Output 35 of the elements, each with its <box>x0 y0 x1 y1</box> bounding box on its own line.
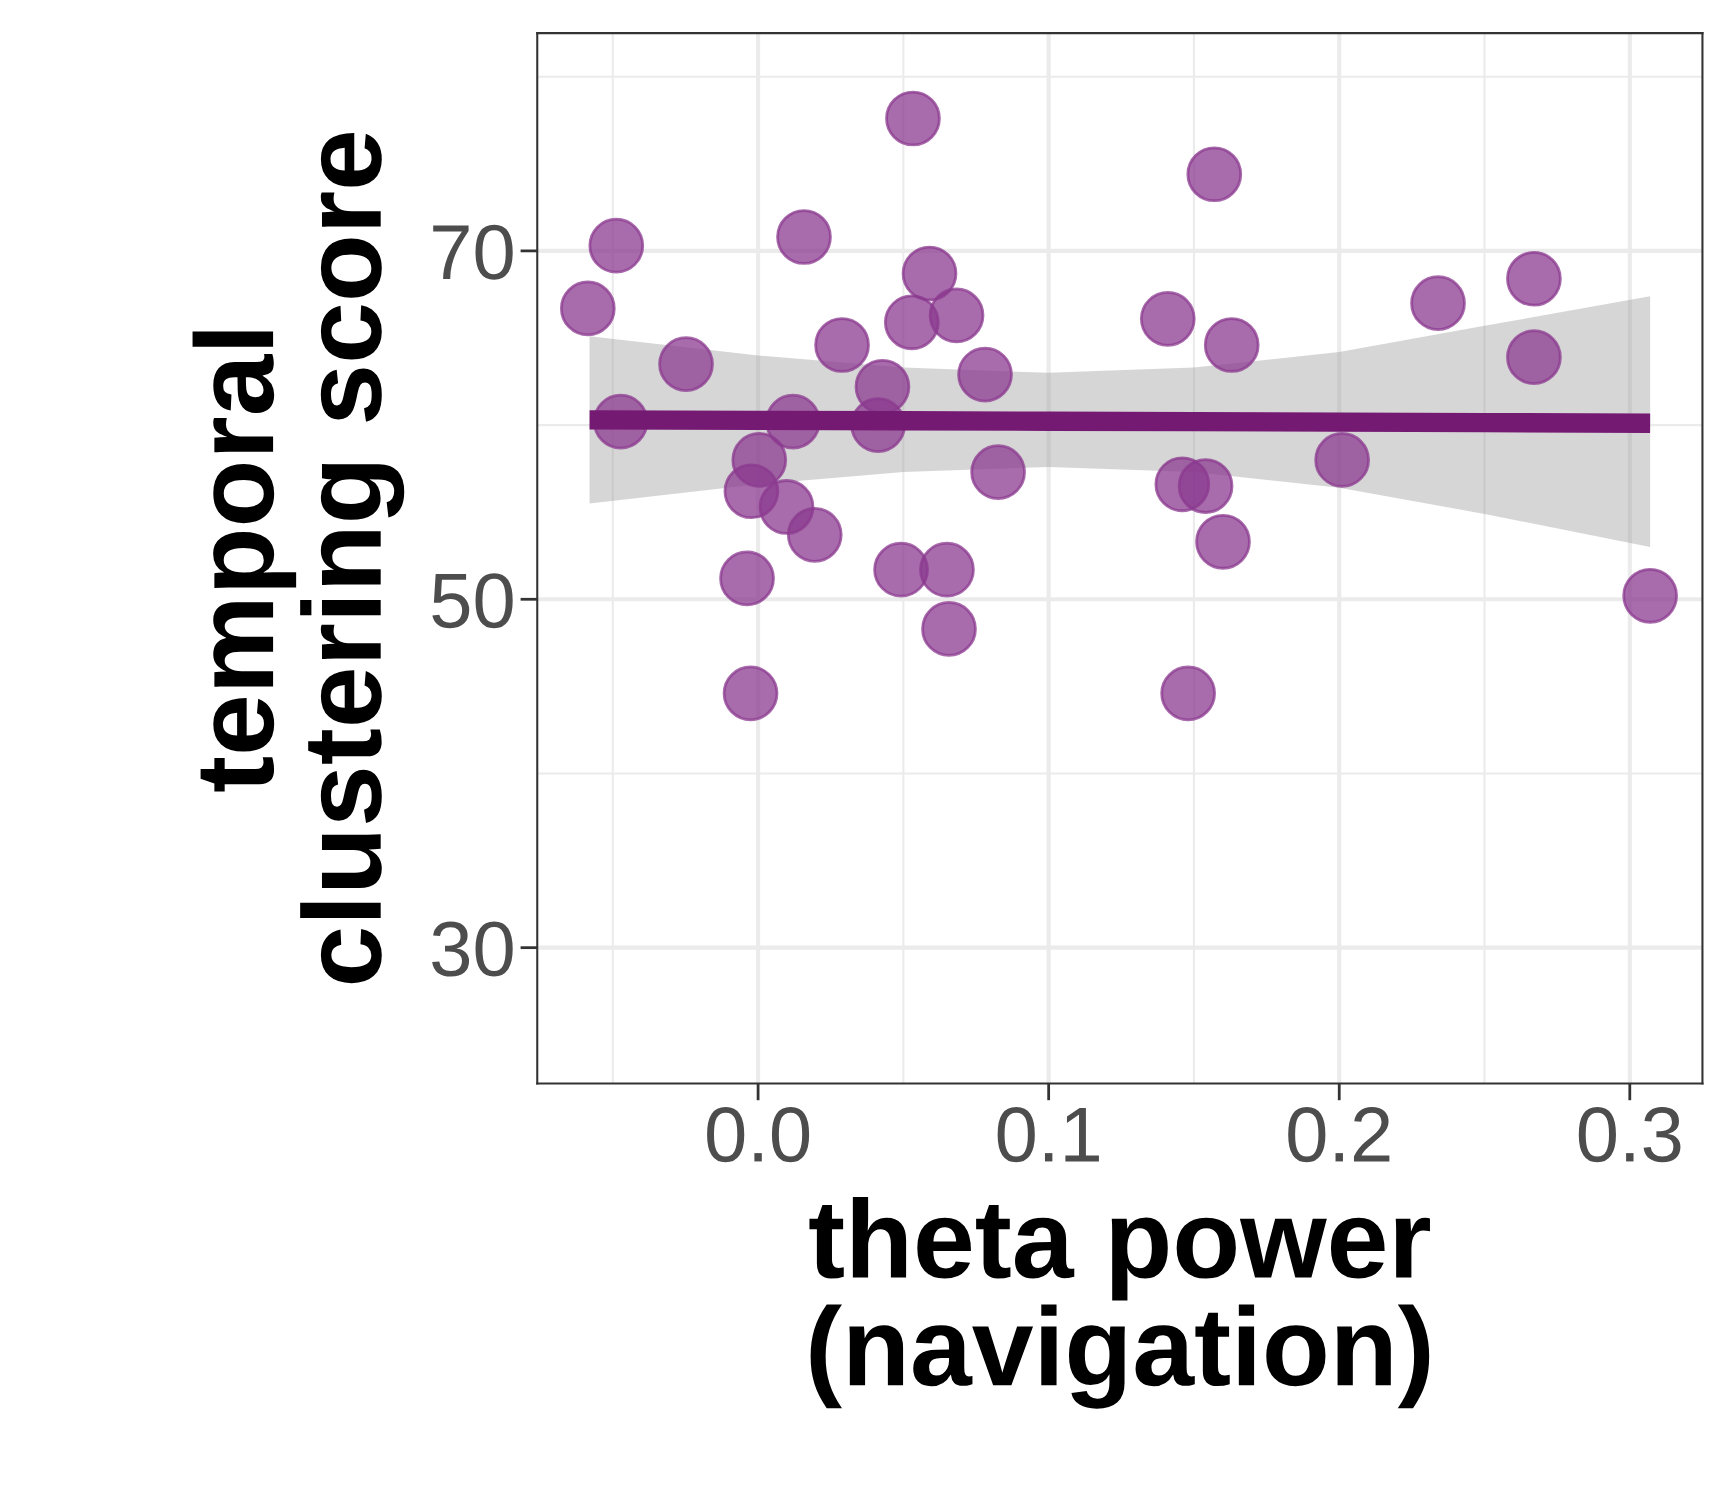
point <box>559 280 616 337</box>
x-tick-label: 0.2 <box>1288 1107 1390 1163</box>
point <box>1203 317 1260 373</box>
point <box>1186 146 1243 203</box>
point <box>786 506 843 563</box>
point <box>1177 458 1234 514</box>
point <box>1160 665 1216 722</box>
point <box>722 665 779 722</box>
point <box>1506 250 1562 307</box>
x-axis-title: theta power (navigation) <box>809 1197 1430 1409</box>
point <box>957 346 1013 403</box>
point <box>658 336 714 392</box>
point <box>1410 275 1466 331</box>
x-tick-label: 0.3 <box>1578 1107 1681 1163</box>
y-axis-title: temporal clustering score <box>192 132 405 984</box>
point <box>919 541 975 598</box>
point <box>1506 329 1562 385</box>
point <box>901 245 958 302</box>
point <box>776 209 832 265</box>
point <box>588 217 645 274</box>
y-tick-label: 30 <box>432 921 513 977</box>
point <box>970 444 1026 500</box>
point <box>814 317 870 373</box>
point <box>1314 432 1370 488</box>
point <box>921 601 977 657</box>
point <box>1195 513 1251 570</box>
point <box>719 550 775 607</box>
point <box>1139 291 1196 347</box>
point <box>883 294 940 351</box>
point <box>885 90 941 147</box>
x-tick-label: 0.0 <box>707 1107 810 1163</box>
x-tick-label: 0.1 <box>997 1107 1099 1163</box>
y-tick-label: 50 <box>432 573 513 629</box>
y-tick-label: 70 <box>433 224 513 280</box>
point <box>1622 567 1678 624</box>
